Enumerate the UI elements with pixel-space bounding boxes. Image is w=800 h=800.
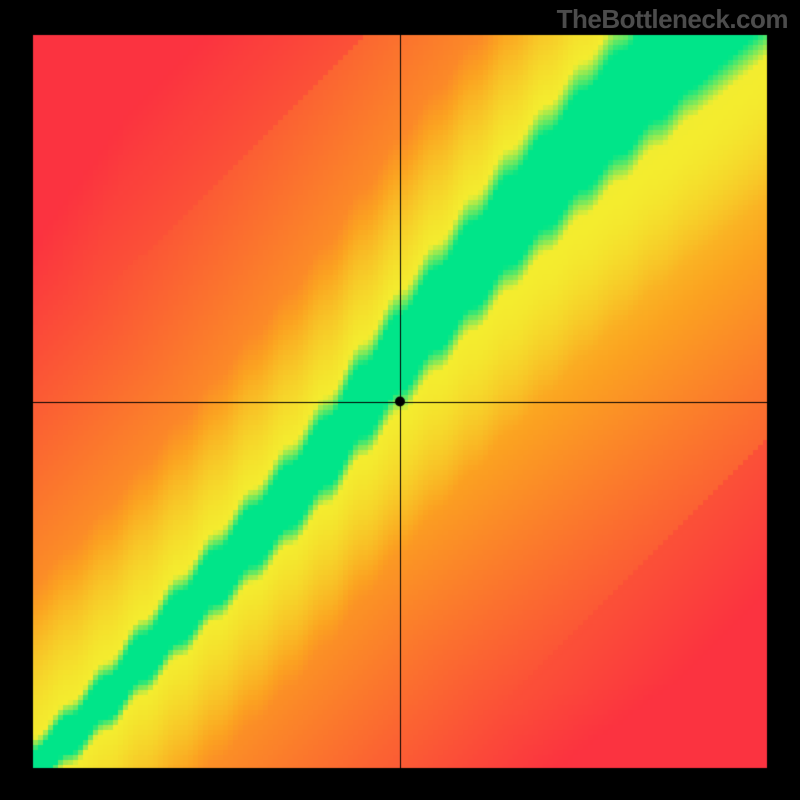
watermark-text: TheBottleneck.com [557,4,788,35]
bottleneck-heatmap [0,0,800,800]
chart-container: TheBottleneck.com [0,0,800,800]
